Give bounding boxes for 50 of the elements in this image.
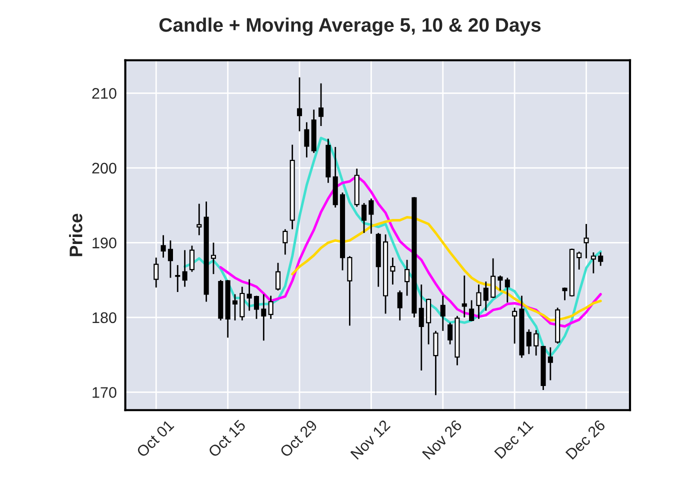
candlestick (469, 300, 474, 322)
candlestick (448, 322, 453, 346)
candlestick (418, 284, 424, 372)
candlestick (562, 286, 568, 301)
candlestick (548, 346, 553, 381)
candlestick (498, 274, 503, 292)
line-series (291, 216, 602, 322)
candlestick (304, 122, 310, 158)
y-axis-title: Price (69, 214, 82, 256)
candlestick (504, 277, 510, 304)
y-tick-label: 200 (92, 162, 116, 174)
candlestick (598, 252, 604, 267)
candlestick (318, 82, 324, 127)
candlestick (160, 234, 166, 258)
x-tick-label: Oct 01 (136, 419, 174, 458)
candlestick (168, 240, 173, 278)
candlestick (526, 328, 532, 355)
candlestick (362, 202, 367, 234)
x-tick-label: Nov 12 (350, 419, 391, 460)
y-tick-label: 170 (92, 387, 116, 398)
candlestick (182, 249, 188, 288)
y-tick-label: 180 (92, 312, 116, 324)
candlestick (232, 294, 238, 322)
candlestick (261, 294, 266, 342)
candlestick (440, 295, 446, 332)
candlestick (175, 264, 180, 293)
x-tick-label: Dec 26 (565, 419, 606, 460)
candlestick (189, 244, 194, 273)
candlestick (490, 258, 496, 299)
y-tick-label: 190 (92, 238, 116, 248)
candlestick (390, 256, 396, 286)
chart-title: Candle + Moving Average 5, 10 & 20 Days (159, 18, 541, 36)
candlestick (576, 250, 582, 270)
x-tick-label: Nov 26 (422, 419, 462, 460)
candlestick (462, 274, 467, 318)
candlestick (404, 259, 410, 296)
candlestick (246, 278, 252, 312)
candlestick (483, 280, 488, 312)
y-tick-label: 210 (92, 88, 116, 99)
candlestick (254, 295, 260, 320)
candlestick (534, 329, 539, 356)
x-tick-label: Oct 29 (279, 419, 318, 458)
candlestick (397, 290, 402, 322)
candlestick (196, 203, 202, 236)
candlestick (275, 262, 281, 292)
candlestick (296, 76, 302, 132)
x-tick-label: Oct 15 (208, 419, 246, 458)
candlestick (368, 198, 374, 234)
candlestick (590, 252, 596, 274)
x-tick-label: Dec 11 (494, 419, 534, 459)
